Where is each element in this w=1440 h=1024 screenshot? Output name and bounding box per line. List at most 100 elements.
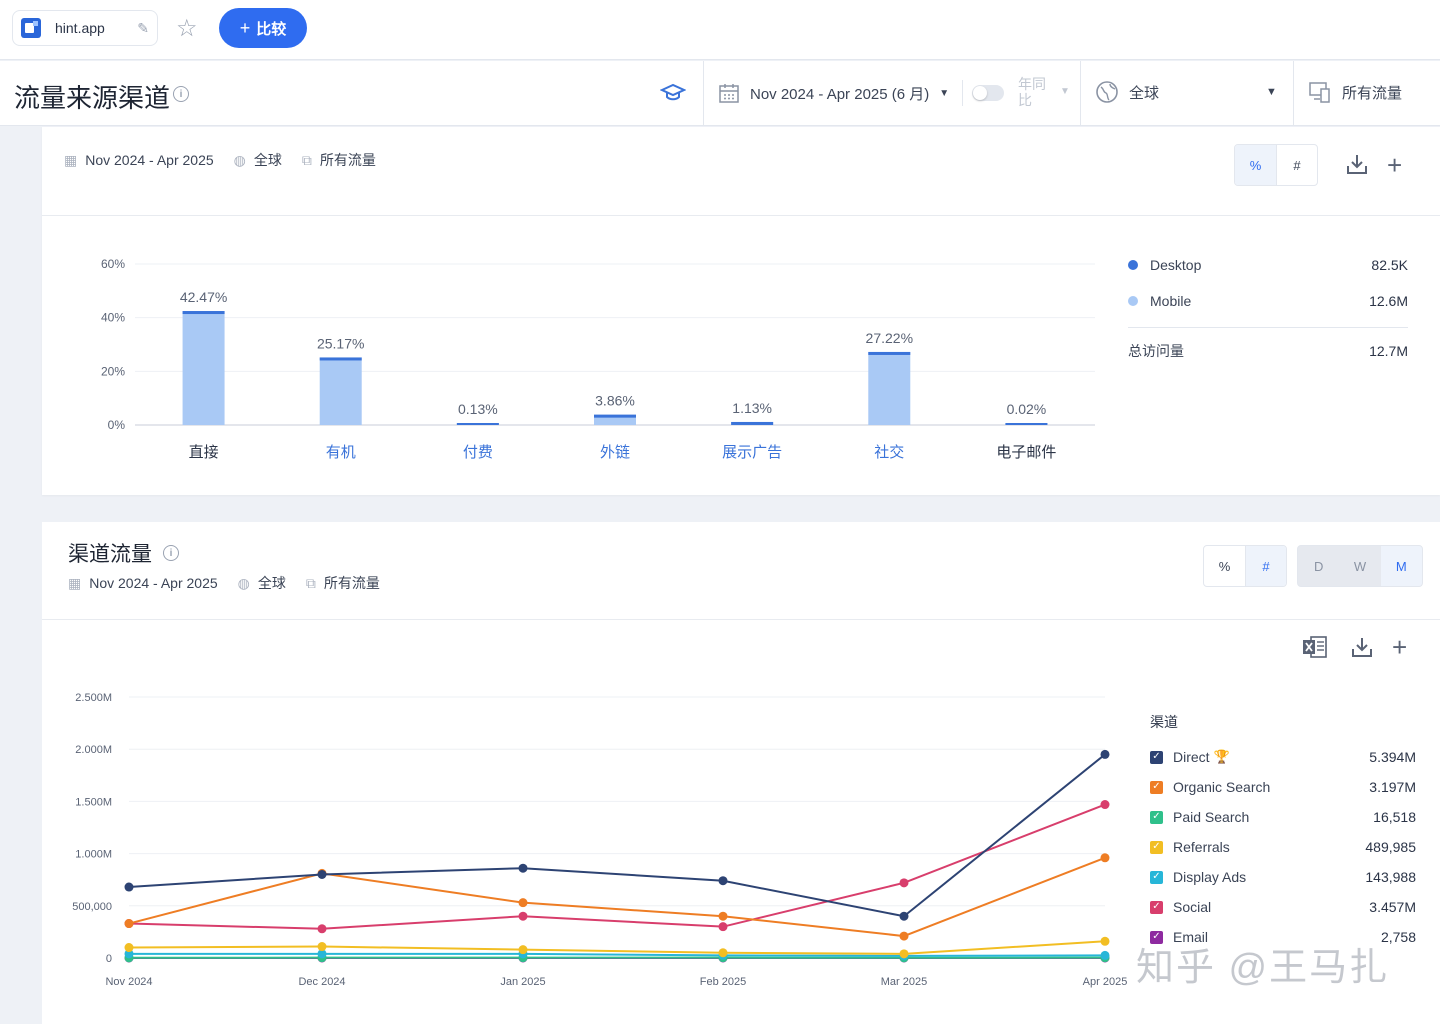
add-icon[interactable]: + — [1387, 150, 1403, 180]
caret-down-icon[interactable]: ▼ — [1266, 86, 1277, 98]
site-name: hint.app — [55, 20, 105, 36]
legend-item-organic-search[interactable]: ✓ Organic Search 3.197M — [1150, 772, 1416, 802]
download-icon[interactable] — [1345, 152, 1369, 182]
traffic-label: 所有流量 — [1342, 84, 1403, 102]
percent-number-toggle[interactable]: % # — [1234, 144, 1318, 186]
legend-item-direct[interactable]: ✓ Direct 🏆 5.394M — [1150, 742, 1416, 772]
legend-item-display-ads[interactable]: ✓ Display Ads 143,988 — [1150, 862, 1416, 892]
data-point — [317, 949, 327, 959]
legend-item-referrals[interactable]: ✓ Referrals 489,985 — [1150, 832, 1416, 862]
number-toggle[interactable]: # — [1275, 145, 1317, 185]
category-label: 付费 — [463, 444, 493, 461]
star-icon[interactable]: ☆ — [176, 15, 198, 42]
data-point — [124, 943, 134, 953]
category-label: 展示广告 — [722, 444, 782, 461]
checkbox-icon[interactable]: ✓ — [1150, 900, 1163, 914]
y-tick-label: 0 — [106, 953, 112, 965]
info-icon[interactable]: i — [163, 545, 179, 561]
x-tick-label: Apr 2025 — [1083, 976, 1128, 988]
granularity-day[interactable]: D — [1313, 558, 1324, 574]
y-tick-label: 20% — [101, 364, 125, 378]
legend-name: Referrals — [1173, 839, 1230, 855]
legend-item-paid-search[interactable]: ✓ Paid Search 16,518 — [1150, 802, 1416, 832]
date-range-picker[interactable]: Nov 2024 - Apr 2025 (6 月) ▼ — [718, 80, 949, 106]
info-icon[interactable]: i — [173, 86, 189, 102]
data-point — [317, 869, 327, 879]
bar-value-label: 42.47% — [180, 289, 227, 305]
granularity-week[interactable]: W — [1353, 558, 1367, 574]
top-bar — [0, 0, 1440, 60]
checkbox-icon[interactable]: ✓ — [1150, 930, 1163, 944]
card1-meta: ▦ Nov 2024 - Apr 2025 ◍ 全球 ⧉ 所有流量 — [64, 150, 376, 170]
channel-line-chart: 2.500M 2.000M 1.500M 1.000M 500,000 0 Nov 2024… — [72, 692, 1128, 988]
excel-icon[interactable] — [1302, 634, 1328, 665]
bar-desktop — [456, 423, 499, 425]
header-divider — [1293, 61, 1294, 126]
legend-name: Mobile — [1150, 293, 1192, 309]
y-tick-label: 500,000 — [72, 901, 112, 913]
x-tick-label: Mar 2025 — [881, 976, 927, 988]
checkbox-icon[interactable]: ✓ — [1150, 780, 1163, 794]
percent-toggle[interactable]: % — [1218, 558, 1231, 574]
y-tick-label: 1.500M — [75, 796, 112, 808]
total-label: 总访问量 — [1128, 343, 1184, 359]
traffic-type-selector[interactable]: 所有流量 — [1308, 80, 1402, 104]
bar-value-label: 0.02% — [1007, 401, 1047, 417]
data-point — [317, 924, 327, 934]
data-point — [518, 863, 528, 873]
caret-down-icon[interactable]: ▼ — [1060, 86, 1070, 97]
legend-total: 总访问量 12.7M — [1128, 338, 1408, 364]
card2-divider — [42, 619, 1440, 620]
checkbox-icon[interactable]: ✓ — [1150, 870, 1163, 884]
percent-number-toggle[interactable]: % # — [1203, 545, 1287, 587]
channel-overview-card — [42, 127, 1440, 495]
percent-toggle[interactable]: % — [1235, 145, 1276, 185]
date-range-label: Nov 2024 - Apr 2025 (6 月) — [750, 85, 930, 103]
compare-button[interactable]: + 比较 — [219, 8, 307, 48]
legend-value: 143,988 — [1365, 869, 1416, 885]
legend-item-email[interactable]: ✓ Email 2,758 — [1150, 922, 1416, 952]
number-toggle[interactable]: # — [1244, 546, 1286, 586]
legend-item-mobile[interactable]: Mobile 12.6M — [1128, 283, 1408, 319]
series-line — [128, 940, 1106, 955]
bar-mobile — [319, 357, 362, 425]
plus-icon: + — [239, 17, 251, 38]
legend-item-desktop[interactable]: Desktop 82.5K — [1128, 247, 1408, 283]
desktop-dot-icon — [1128, 260, 1138, 270]
granularity-toggle[interactable]: D W M — [1297, 545, 1423, 587]
download-icon[interactable] — [1350, 635, 1374, 664]
x-tick-label: Jan 2025 — [500, 976, 545, 988]
series-line — [128, 856, 1106, 938]
checkbox-icon[interactable]: ✓ — [1150, 840, 1163, 854]
legend-item-social[interactable]: ✓ Social 3.457M — [1150, 892, 1416, 922]
yoy-toggle[interactable] — [972, 85, 1004, 101]
add-icon[interactable]: + — [1392, 632, 1408, 662]
site-chip[interactable]: hint.app ✎ — [12, 10, 158, 46]
category-label: 直接 — [189, 444, 219, 461]
category-label: 电子邮件 — [996, 444, 1056, 461]
y-tick-label: 2.000M — [75, 744, 112, 756]
graduation-cap-icon[interactable] — [659, 80, 687, 111]
caret-down-icon: ▼ — [939, 87, 950, 99]
y-tick-label: 1.000M — [75, 849, 112, 861]
granularity-month[interactable]: M — [1380, 546, 1422, 586]
header-divider — [703, 61, 704, 126]
checkbox-icon[interactable]: ✓ — [1150, 750, 1163, 764]
data-point — [1100, 749, 1110, 759]
legend-value: 3.197M — [1369, 779, 1416, 795]
x-tick-label: Feb 2025 — [700, 976, 746, 988]
edit-pencil-icon[interactable]: ✎ — [137, 19, 149, 36]
bar-value-label: 3.86% — [595, 393, 635, 409]
y-tick-label: 60% — [101, 257, 125, 271]
legend-name: Social — [1173, 899, 1212, 915]
meta-date: Nov 2024 - Apr 2025 — [89, 575, 218, 591]
legend-name: Email — [1173, 929, 1209, 945]
category-label: 社交 — [874, 443, 904, 461]
region-selector[interactable]: 全球 — [1095, 80, 1159, 104]
legend-value: 12.6M — [1369, 293, 1408, 309]
meta-date: Nov 2024 - Apr 2025 — [85, 152, 214, 168]
checkbox-icon[interactable]: ✓ — [1150, 810, 1163, 824]
legend-name: Display Ads — [1173, 869, 1247, 885]
legend-value: 16,518 — [1373, 809, 1416, 825]
bar-value-label: 27.22% — [866, 330, 913, 346]
